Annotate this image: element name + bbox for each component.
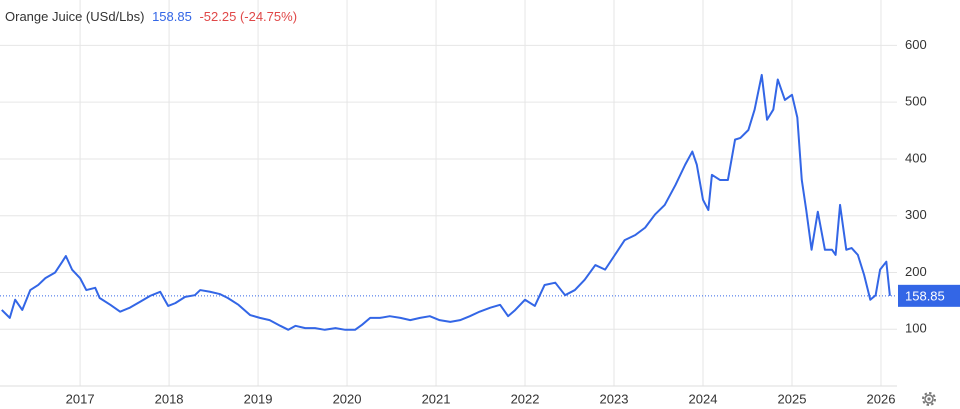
last-value-label: 158.85 [905,288,945,303]
x-tick-label: 2024 [689,391,718,406]
settings-icon[interactable] [922,392,936,406]
y-tick-label: 400 [905,150,927,165]
x-tick-label: 2022 [511,391,540,406]
last-value-box [898,284,960,307]
x-tick-label: 2023 [600,391,629,406]
y-tick-label: 200 [905,264,927,279]
price-line [1,73,891,331]
x-tick-label: 2020 [333,391,362,406]
x-tick-label: 2021 [422,391,451,406]
y-tick-label: 300 [905,207,927,222]
y-tick-label: 500 [905,94,927,109]
y-tick-label: 600 [905,37,927,52]
x-tick-label: 2025 [778,391,807,406]
x-tick-label: 2019 [244,391,273,406]
price-change: -52.25 (-24.75%) [199,9,297,24]
chart-title: Orange Juice (USd/Lbs) [5,9,144,24]
x-tick-label: 2017 [66,391,95,406]
x-tick-label: 2026 [867,391,896,406]
current-price: 158.85 [152,9,192,24]
y-tick-label: 100 [905,321,927,336]
x-tick-label: 2018 [155,391,184,406]
header: Orange Juice (USd/Lbs) 158.85 -52.25 (-2… [5,9,297,24]
